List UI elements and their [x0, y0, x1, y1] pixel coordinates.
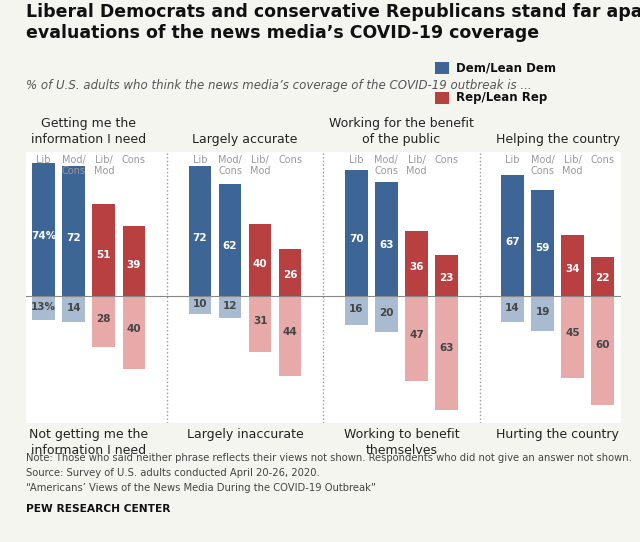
Text: Rep/Lean Rep: Rep/Lean Rep	[456, 91, 547, 104]
Text: Cons: Cons	[591, 156, 615, 165]
Text: Mod/
Cons: Mod/ Cons	[531, 156, 555, 176]
Text: 13%: 13%	[31, 302, 56, 312]
Text: 39: 39	[127, 260, 141, 269]
Bar	[219, 296, 241, 318]
Text: Hurting the country: Hurting the country	[496, 428, 619, 441]
Text: 19: 19	[536, 307, 550, 317]
Bar	[435, 296, 458, 410]
Text: Lib/
Mod: Lib/ Mod	[93, 156, 114, 176]
Text: 60: 60	[595, 340, 610, 350]
Text: Getting me the
information I need: Getting me the information I need	[31, 117, 147, 146]
Text: Not getting me the
information I need: Not getting me the information I need	[29, 428, 148, 457]
Text: Liberal Democrats and conservative Republicans stand far apart in their
evaluati: Liberal Democrats and conservative Repub…	[26, 3, 640, 42]
Bar	[405, 296, 428, 381]
Bar	[375, 296, 397, 332]
Text: Cons: Cons	[122, 156, 146, 165]
Text: 36: 36	[409, 262, 424, 272]
Text: Lib: Lib	[193, 156, 207, 165]
Text: 16: 16	[349, 304, 364, 314]
Bar	[249, 296, 271, 352]
Bar	[63, 166, 85, 296]
Text: 63: 63	[379, 240, 394, 250]
Text: Lib: Lib	[506, 156, 520, 165]
Text: 70: 70	[349, 234, 364, 244]
Bar	[249, 224, 271, 296]
Text: 22: 22	[595, 273, 610, 283]
Text: 10: 10	[193, 299, 207, 309]
Text: 23: 23	[439, 273, 454, 282]
Text: 28: 28	[97, 314, 111, 324]
Text: 31: 31	[253, 317, 268, 326]
Bar	[501, 296, 524, 321]
Text: Lib: Lib	[349, 156, 364, 165]
Text: 20: 20	[379, 307, 394, 318]
Text: 72: 72	[193, 233, 207, 243]
Text: Working to benefit
themselves: Working to benefit themselves	[344, 428, 459, 457]
Text: 40: 40	[253, 259, 268, 269]
Text: 40: 40	[127, 324, 141, 334]
Bar	[561, 296, 584, 378]
Text: Lib/
Mod: Lib/ Mod	[250, 156, 270, 176]
Bar	[33, 296, 55, 320]
Text: Lib: Lib	[36, 156, 51, 165]
Bar	[405, 231, 428, 296]
Text: Cons: Cons	[435, 156, 458, 165]
Text: 14: 14	[505, 302, 520, 313]
Text: 67: 67	[505, 237, 520, 247]
Text: Largely accurate: Largely accurate	[193, 133, 298, 146]
Text: 34: 34	[565, 263, 580, 274]
Bar	[122, 296, 145, 369]
Text: Dem/Lean Dem: Dem/Lean Dem	[456, 61, 556, 74]
Bar	[531, 190, 554, 296]
Text: Cons: Cons	[278, 156, 302, 165]
Text: 45: 45	[565, 328, 580, 338]
Text: 72: 72	[67, 233, 81, 243]
Text: Lib/
Mod: Lib/ Mod	[406, 156, 427, 176]
Bar	[561, 235, 584, 296]
Bar	[591, 296, 614, 405]
Text: 59: 59	[536, 243, 550, 253]
Text: 12: 12	[223, 301, 237, 311]
Bar	[33, 163, 55, 296]
Text: 62: 62	[223, 241, 237, 251]
Text: 14: 14	[67, 302, 81, 313]
Text: 44: 44	[283, 327, 298, 337]
Bar	[279, 249, 301, 296]
Bar	[591, 256, 614, 296]
Bar	[435, 255, 458, 296]
Text: % of U.S. adults who think the news media’s coverage of the COVID-19 outbreak is: % of U.S. adults who think the news medi…	[26, 79, 531, 92]
Bar	[345, 170, 367, 296]
Bar	[345, 296, 367, 325]
Bar	[189, 166, 211, 296]
Bar	[531, 296, 554, 331]
Text: Largely inaccurate: Largely inaccurate	[187, 428, 303, 441]
Text: 26: 26	[283, 270, 298, 280]
Bar	[219, 184, 241, 296]
Bar	[93, 204, 115, 296]
Text: 63: 63	[439, 343, 454, 352]
Text: 74%: 74%	[31, 231, 56, 241]
Text: Mod/
Cons: Mod/ Cons	[61, 156, 86, 176]
Text: PEW RESEARCH CENTER: PEW RESEARCH CENTER	[26, 504, 170, 514]
Text: 51: 51	[97, 250, 111, 260]
Text: Source: Survey of U.S. adults conducted April 20-26, 2020.: Source: Survey of U.S. adults conducted …	[26, 468, 319, 478]
Text: Mod/
Cons: Mod/ Cons	[374, 156, 398, 176]
Bar	[279, 296, 301, 376]
Bar	[189, 296, 211, 314]
Text: 47: 47	[409, 330, 424, 339]
Bar	[122, 226, 145, 296]
Text: Helping the country: Helping the country	[495, 133, 620, 146]
Bar	[63, 296, 85, 321]
Bar	[93, 296, 115, 347]
Text: “Americans’ Views of the News Media During the COVID-19 Outbreak”: “Americans’ Views of the News Media Duri…	[26, 483, 376, 493]
Text: Working for the benefit
of the public: Working for the benefit of the public	[329, 117, 474, 146]
Text: Mod/
Cons: Mod/ Cons	[218, 156, 242, 176]
Text: Lib/
Mod: Lib/ Mod	[563, 156, 583, 176]
Bar	[375, 183, 397, 296]
Text: Note: Those who said neither phrase reflects their views not shown. Respondents : Note: Those who said neither phrase refl…	[26, 453, 632, 462]
Bar	[501, 175, 524, 296]
